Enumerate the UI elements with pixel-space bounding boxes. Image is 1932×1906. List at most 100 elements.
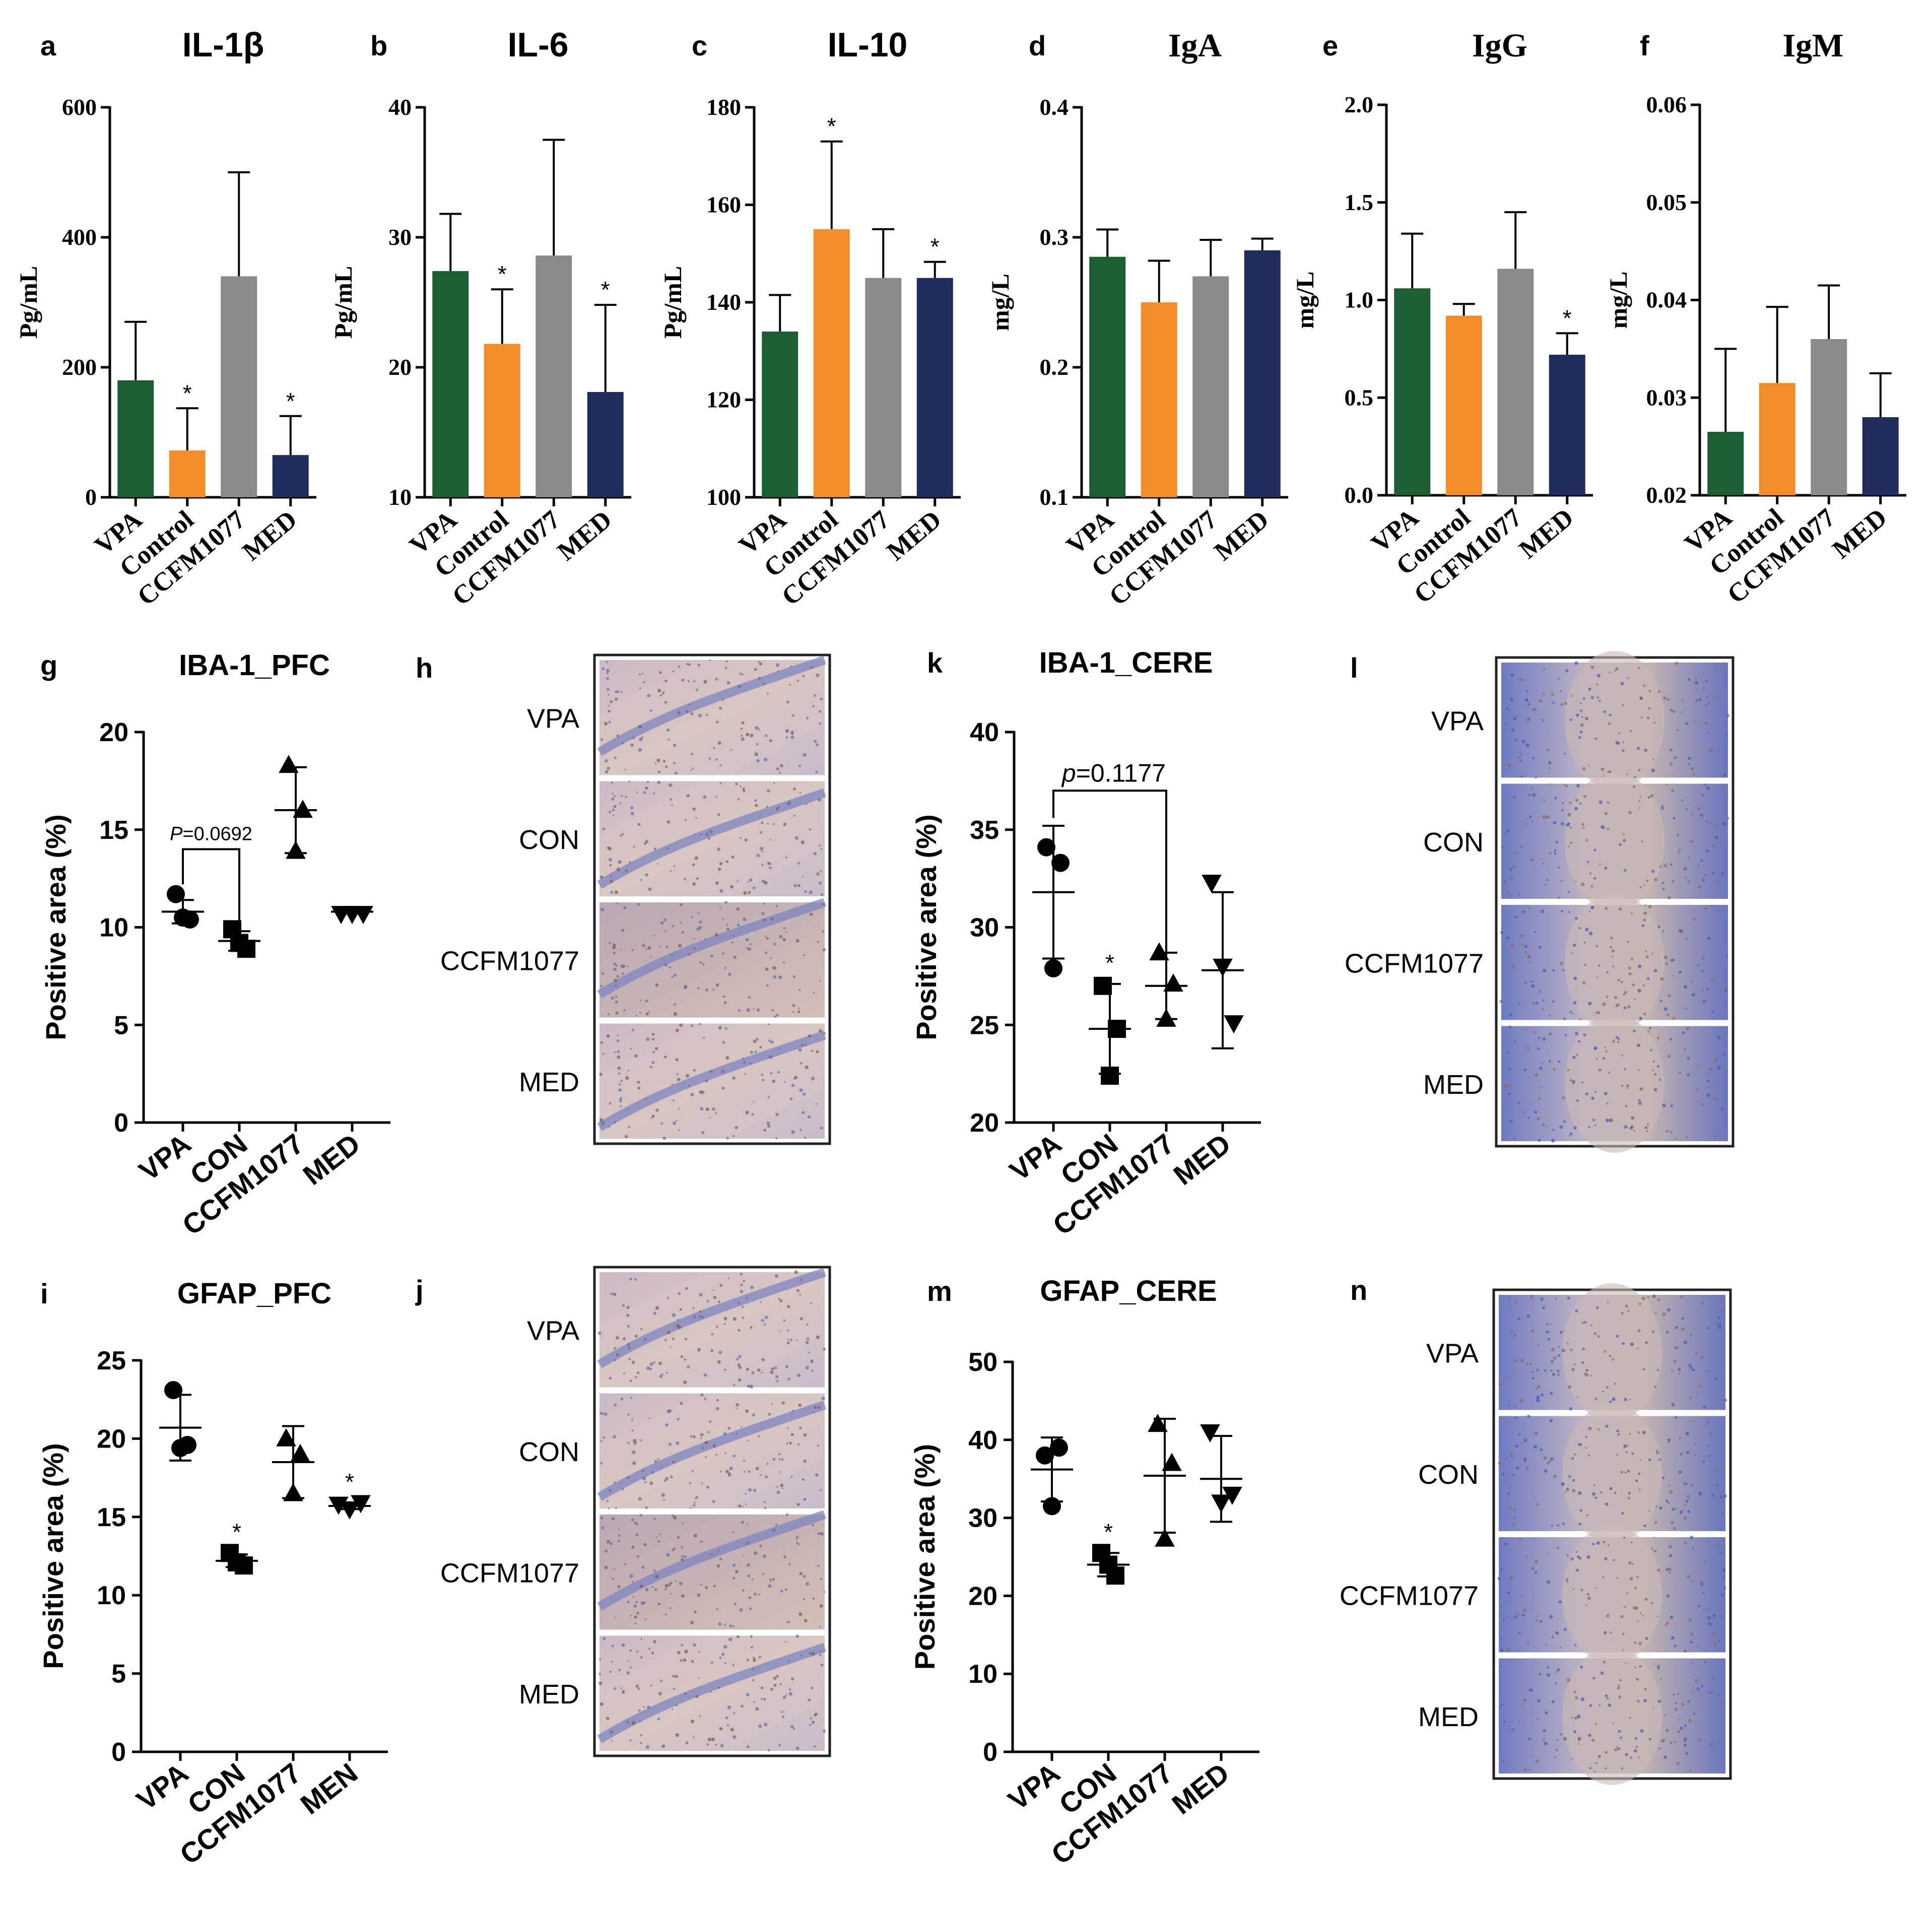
cell-dot	[1654, 1386, 1656, 1388]
cell-dot	[667, 820, 671, 824]
cell-dot	[1684, 1541, 1687, 1545]
cell-dot	[629, 1574, 633, 1578]
cell-dot	[722, 699, 724, 701]
cell-dot	[1540, 1448, 1543, 1452]
cell-dot	[1589, 910, 1591, 913]
cell-dot	[650, 1117, 653, 1120]
cell-dot	[1520, 1442, 1522, 1444]
cell-dot	[1681, 1702, 1685, 1706]
cell-dot	[719, 1284, 723, 1287]
p-value: =0.1177	[1076, 759, 1166, 787]
cell-dot	[632, 1450, 636, 1455]
cell-dot	[1541, 858, 1543, 861]
significance-marker: *	[183, 380, 192, 406]
cell-dot	[1525, 722, 1527, 725]
cell-dot	[768, 1412, 771, 1416]
cell-dot	[684, 984, 688, 989]
cell-dot	[1531, 787, 1534, 790]
cell-dot	[639, 738, 643, 742]
cell-dot	[614, 1481, 616, 1484]
cell-dot	[1618, 1730, 1621, 1733]
cell-dot	[1549, 783, 1551, 785]
cell-dot	[684, 1692, 687, 1695]
cell-dot	[814, 694, 817, 697]
cell-dot	[1704, 1661, 1706, 1663]
cell-dot	[599, 1073, 603, 1076]
cell-dot	[1723, 1398, 1727, 1402]
cell-dot	[822, 930, 825, 933]
cell-dot	[1674, 1416, 1678, 1419]
cell-dot	[717, 1360, 721, 1364]
cell-dot	[1562, 1522, 1565, 1525]
cell-dot	[774, 1366, 777, 1369]
cell-dot	[746, 1523, 748, 1526]
cell-dot	[629, 1739, 632, 1742]
cell-dot	[1589, 1704, 1592, 1707]
cell-dot	[743, 891, 747, 895]
cell-dot	[599, 1658, 602, 1661]
cell-dot	[1665, 783, 1668, 786]
cell-dot	[1534, 1073, 1539, 1077]
cell-dot	[1689, 840, 1692, 842]
cell-dot	[1563, 1120, 1566, 1123]
cell-dot	[1537, 1718, 1539, 1720]
bar-CCFM1077	[536, 255, 572, 497]
cell-dot	[697, 987, 700, 990]
cell-dot	[1717, 1470, 1719, 1473]
cell-dot	[809, 890, 813, 894]
cell-dot	[614, 984, 617, 987]
cell-dot	[1537, 1699, 1541, 1703]
cell-dot	[616, 690, 619, 693]
cell-dot	[695, 817, 697, 819]
cell-dot	[1547, 1580, 1551, 1584]
cell-dot	[664, 1339, 667, 1341]
cell-dot	[1534, 708, 1537, 711]
tissue-band	[597, 1642, 826, 1743]
chart-title: IBA-1_CERE	[1039, 646, 1213, 679]
cell-dot	[1550, 1369, 1553, 1372]
cell-dot	[1677, 1730, 1681, 1733]
tile-label: VPA	[1426, 1338, 1479, 1368]
cell-dot	[725, 660, 728, 663]
cell-dot	[606, 1540, 610, 1544]
cell-dot	[1643, 1012, 1646, 1016]
tissue-band	[597, 898, 826, 999]
cell-dot	[696, 877, 699, 880]
cell-dot	[615, 1011, 619, 1015]
cell-dot	[1543, 799, 1546, 802]
cell-dot	[1723, 1494, 1727, 1498]
cell-dot	[1598, 699, 1601, 702]
bar-Control	[1445, 315, 1482, 495]
cell-dot	[1616, 1577, 1618, 1579]
cell-dot	[1634, 776, 1636, 778]
cell-dot	[665, 946, 669, 949]
cell-dot	[1547, 1666, 1550, 1669]
y-tick-label: 0	[114, 1108, 128, 1138]
cell-dot	[713, 747, 715, 749]
cell-dot	[630, 1047, 632, 1049]
cell-dot	[642, 1470, 644, 1472]
cell-dot	[670, 870, 672, 872]
cell-dot	[613, 1292, 617, 1296]
cell-dot	[641, 1565, 645, 1569]
cell-dot	[679, 1582, 683, 1586]
cell-dot	[750, 1285, 754, 1289]
cell-dot	[1665, 1130, 1669, 1133]
cell-dot	[1578, 927, 1581, 930]
cell-dot	[709, 659, 711, 662]
cell-dot	[1573, 1690, 1576, 1693]
cell-dot	[753, 1039, 757, 1043]
cell-dot	[1617, 1686, 1620, 1690]
cell-dot	[758, 1724, 762, 1728]
cell-dot	[1685, 1007, 1687, 1010]
cell-dot	[1706, 1609, 1708, 1611]
cell-dot	[1557, 1668, 1560, 1672]
cell-dot	[647, 946, 651, 950]
cell-dot	[1560, 961, 1563, 965]
x-tick-label: MEN	[295, 1757, 364, 1820]
cell-dot	[1548, 761, 1552, 765]
cell-dot	[1706, 988, 1709, 991]
cell-dot	[781, 1711, 783, 1713]
cell-dot	[1568, 1475, 1571, 1478]
cell-dot	[636, 791, 638, 793]
